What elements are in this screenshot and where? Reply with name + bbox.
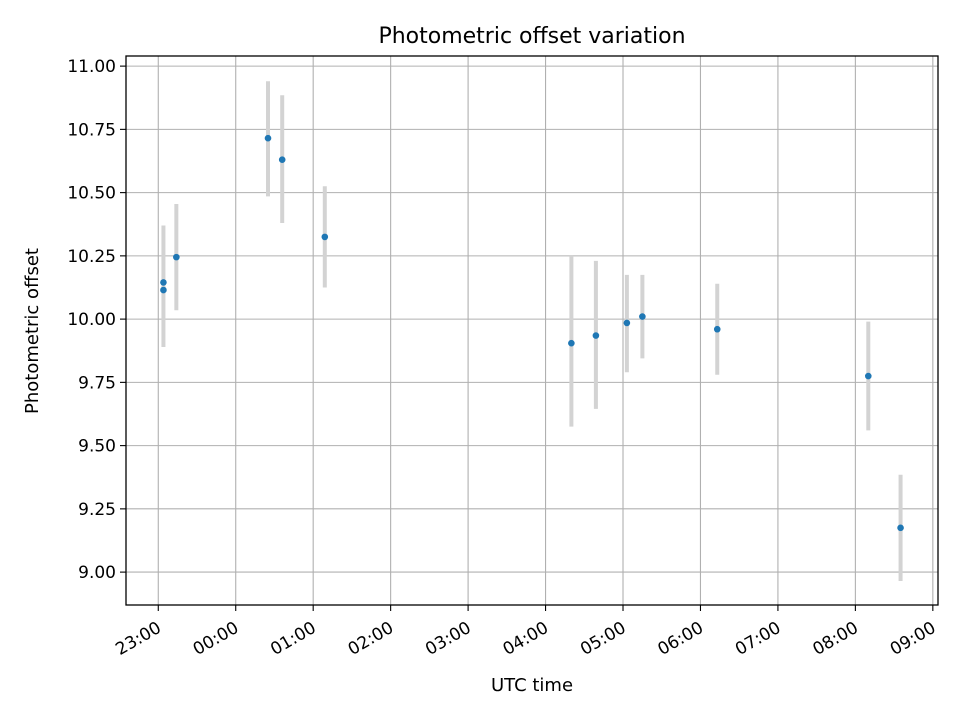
x-tick-label: 23:00 xyxy=(112,618,164,660)
x-axis-ticks: 23:00 00:00 01:00 02:00 03:00 04:00 05:00 06:00… xyxy=(112,605,939,660)
x-tick-label: 02:00 xyxy=(345,618,397,660)
data-point xyxy=(568,339,575,347)
chart-title: Photometric offset variation xyxy=(378,24,685,49)
y-tick-label: 9.25 xyxy=(78,500,116,520)
y-axis-label: Photometric offset xyxy=(22,248,43,414)
data-point xyxy=(264,134,272,142)
y-tick-label: 10.75 xyxy=(67,120,116,140)
x-tick-label: 04:00 xyxy=(500,618,552,660)
y-tick-label: 11.00 xyxy=(67,57,116,77)
data-point xyxy=(173,253,180,261)
x-tick-label: 07:00 xyxy=(732,618,784,660)
y-axis-ticks: 9.00 9.25 9.50 9.75 10.00 10.25 10.50 10.75 11.0… xyxy=(67,57,126,583)
y-tick-label: 10.25 xyxy=(67,247,116,267)
x-tick-label: 01:00 xyxy=(267,618,319,660)
data-point xyxy=(713,325,721,333)
data-point xyxy=(592,332,600,339)
x-tick-label: 09:00 xyxy=(887,618,939,660)
data-point xyxy=(639,313,646,320)
x-tick-label: 00:00 xyxy=(190,618,242,660)
y-tick-label: 9.75 xyxy=(78,373,116,393)
y-tick-label: 10.50 xyxy=(67,184,116,204)
data-point xyxy=(160,279,167,286)
data-point xyxy=(160,286,167,294)
x-tick-label: 05:00 xyxy=(577,618,629,660)
y-tick-label: 9.50 xyxy=(78,437,116,457)
x-tick-label: 08:00 xyxy=(809,618,861,660)
data-point xyxy=(278,156,286,164)
y-tick-label: 9.00 xyxy=(78,563,116,583)
data-point xyxy=(623,319,631,327)
data-point xyxy=(897,524,904,532)
data-points xyxy=(160,134,904,532)
data-point xyxy=(321,233,329,241)
x-tick-label: 03:00 xyxy=(422,618,474,660)
y-tick-label: 10.00 xyxy=(67,310,116,330)
grid-lines xyxy=(126,56,938,605)
x-tick-label: 06:00 xyxy=(655,618,707,660)
data-point xyxy=(864,372,872,380)
x-axis-label: UTC time xyxy=(491,675,573,696)
plot-frame xyxy=(125,55,939,606)
error-bars xyxy=(161,81,903,581)
